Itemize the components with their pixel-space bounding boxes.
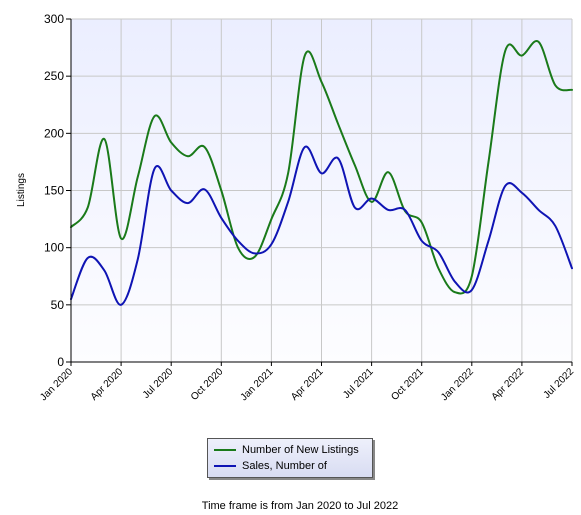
legend-swatch-green: [214, 449, 236, 452]
x-tick-label: Jul 2022: [542, 366, 577, 401]
series-line-new-listings: [70, 39, 573, 295]
line-chart: 0 50 100 150 200 250 300 Jan 2020 Apr 2020 Jul 20…: [16, 12, 577, 403]
timeframe-note: Time frame is from Jan 2020 to Jul 2022: [201, 500, 399, 512]
x-tick-label: Apr 2022: [490, 366, 527, 403]
x-tick-label: Jul 2021: [341, 366, 376, 401]
x-tick-label: Oct 2020: [189, 366, 226, 403]
x-tick-label: Apr 2020: [89, 366, 126, 403]
legend-swatch-blue: [214, 465, 236, 468]
legend-item-new-listings: Number of New Listings: [214, 443, 359, 458]
chart-area: 0 50 100 150 200 250 300 Jan 2020 Apr 2020 Jul 20…: [16, 12, 577, 403]
y-tick-label: 300: [44, 12, 64, 26]
x-tick-label: Apr 2021: [289, 366, 326, 403]
x-tick-label: Jan 2022: [439, 366, 476, 403]
legend-label: Number of New Listings: [242, 444, 359, 456]
y-tick-label: 200: [44, 126, 64, 140]
y-tick-label: 150: [44, 184, 64, 198]
x-tick-label: Oct 2021: [389, 366, 426, 403]
y-tick-label: 0: [57, 355, 64, 369]
legend-item-sales: Sales, Number of: [214, 459, 327, 474]
y-tick-label: 250: [44, 69, 64, 83]
series-line-sales: [70, 145, 573, 306]
x-tick-label: Jul 2020: [141, 366, 176, 401]
x-tick-label: Jan 2021: [239, 366, 276, 403]
y-axis-title: Listings: [16, 173, 27, 207]
series-lines: [70, 39, 573, 306]
y-tick-label: 100: [44, 241, 64, 255]
legend-label: Sales, Number of: [242, 460, 327, 472]
x-tick-label: Jan 2020: [38, 366, 75, 403]
legend: Number of New Listings Sales, Number of: [207, 438, 373, 478]
y-tick-label: 50: [51, 298, 65, 312]
